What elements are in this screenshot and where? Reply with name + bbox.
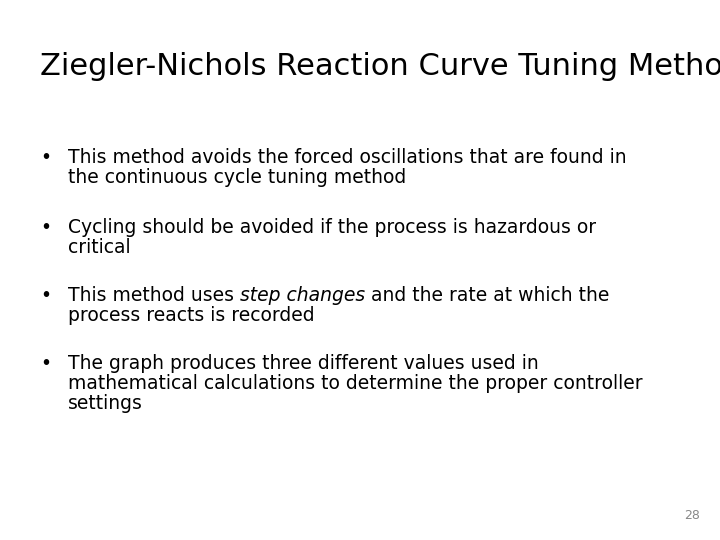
Text: Cycling should be avoided if the process is hazardous or: Cycling should be avoided if the process…: [68, 218, 596, 237]
Text: •: •: [40, 148, 51, 167]
Text: •: •: [40, 354, 51, 373]
Text: This method uses: This method uses: [68, 286, 240, 305]
Text: mathematical calculations to determine the proper controller: mathematical calculations to determine t…: [68, 374, 643, 393]
Text: Ziegler-Nichols Reaction Curve Tuning Method: Ziegler-Nichols Reaction Curve Tuning Me…: [40, 52, 720, 81]
Text: step changes: step changes: [240, 286, 365, 305]
Text: The graph produces three different values used in: The graph produces three different value…: [68, 354, 539, 373]
Text: critical: critical: [68, 238, 130, 257]
Text: and the rate at which the: and the rate at which the: [365, 286, 610, 305]
Text: the continuous cycle tuning method: the continuous cycle tuning method: [68, 168, 406, 187]
Text: •: •: [40, 218, 51, 237]
Text: settings: settings: [68, 394, 143, 413]
Text: •: •: [40, 286, 51, 305]
Text: 28: 28: [684, 509, 700, 522]
Text: This method avoids the forced oscillations that are found in: This method avoids the forced oscillatio…: [68, 148, 626, 167]
Text: process reacts is recorded: process reacts is recorded: [68, 306, 315, 325]
